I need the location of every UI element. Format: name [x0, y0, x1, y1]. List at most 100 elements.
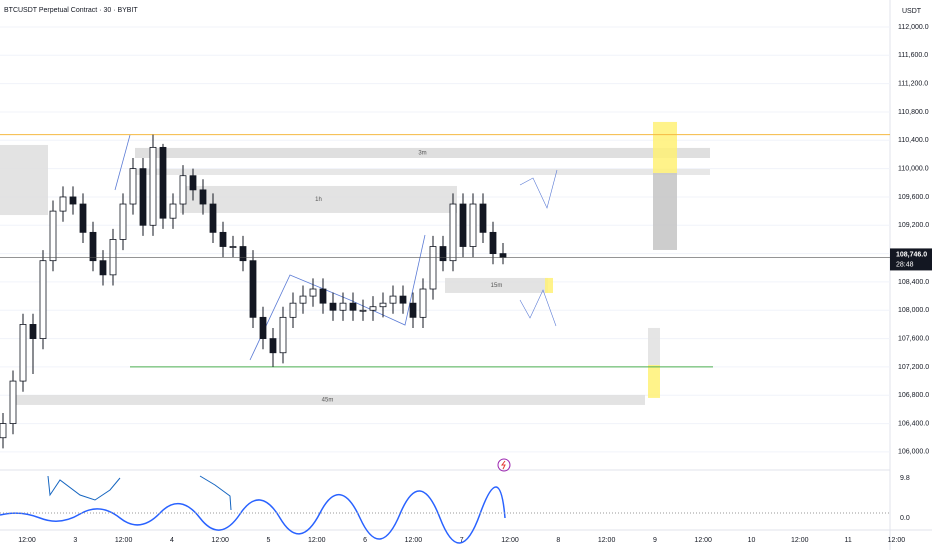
candle-body	[289, 302, 297, 318]
y-tick-label: 110,800.0	[898, 109, 929, 116]
candle-body	[499, 253, 507, 258]
indicator-label: 9.8	[900, 475, 910, 482]
candle-body	[49, 210, 57, 262]
zone-label: 45m	[322, 398, 334, 404]
candle-body	[9, 380, 17, 424]
zone	[653, 173, 677, 250]
x-tick-label: 12:00	[308, 537, 326, 544]
event-bolt	[501, 460, 506, 470]
y-tick-label: 107,200.0	[898, 364, 929, 371]
candle-body	[359, 309, 367, 312]
candle-body	[329, 302, 337, 311]
zone	[135, 147, 710, 158]
y-tick-label: 112,000.0	[898, 24, 929, 31]
candle-body	[29, 324, 37, 339]
candle-body	[309, 288, 317, 297]
candle-body	[209, 203, 217, 233]
zone	[10, 394, 645, 405]
zone	[648, 327, 660, 365]
candle-body	[269, 338, 277, 354]
zone	[135, 168, 710, 175]
candle-body	[469, 203, 477, 247]
candle-body	[19, 324, 27, 382]
candle-body	[219, 231, 227, 247]
y-tick-label: 108,000.0	[898, 307, 929, 314]
zone-label: 15m	[491, 283, 503, 289]
symbol-title: BTCUSDT Perpetual Contract · 30 · BYBIT	[4, 7, 138, 14]
zone	[653, 121, 677, 174]
y-tick-label: 111,600.0	[898, 52, 928, 59]
candle-body	[69, 196, 77, 205]
candle-body	[489, 231, 497, 255]
x-tick-label: 10	[748, 537, 756, 544]
projection-down	[519, 289, 557, 327]
zone	[180, 185, 457, 213]
x-tick-label: 11	[844, 537, 851, 544]
candle-body	[319, 288, 327, 304]
last-price-box	[890, 248, 932, 271]
candle-body	[399, 295, 407, 304]
last-price-label: 108,746.0	[896, 251, 927, 258]
candle-body	[59, 196, 67, 212]
candle-body	[419, 288, 427, 318]
zone-label: 3m	[418, 151, 426, 157]
candle-body	[139, 168, 147, 226]
candle-body	[189, 175, 197, 191]
candle-body	[129, 168, 137, 205]
candle-body	[99, 260, 107, 276]
zone	[648, 364, 660, 398]
candle-body	[259, 316, 267, 339]
x-tick-label: 12:00	[501, 537, 519, 544]
candle-body	[279, 316, 287, 354]
candle-body	[429, 246, 437, 290]
currency-label: USDT	[902, 8, 922, 15]
candle-body	[439, 246, 447, 262]
y-tick-label: 110,000.0	[898, 165, 929, 172]
candle-body	[379, 302, 387, 308]
y-tick-label: 107,600.0	[898, 335, 929, 342]
candle-body	[349, 302, 357, 311]
candle-body	[459, 203, 467, 247]
x-tick-label: 3	[73, 537, 77, 544]
candle-body	[369, 306, 377, 311]
x-tick-label: 4	[170, 537, 174, 544]
candle-body	[89, 231, 97, 262]
y-tick-label: 111,200.0	[898, 80, 928, 87]
candle-body	[149, 146, 157, 226]
candle-body	[159, 146, 167, 219]
candle-body	[409, 302, 417, 318]
countdown: 28:48	[896, 261, 914, 268]
candle-body	[79, 203, 87, 233]
y-tick-label: 109,200.0	[898, 222, 929, 229]
zone	[445, 277, 548, 293]
candle-body	[119, 203, 127, 240]
x-tick-label: 12:00	[598, 537, 616, 544]
x-tick-label: 6	[363, 537, 367, 544]
oscillator	[0, 486, 506, 544]
x-tick-label: 8	[556, 537, 560, 544]
y-tick-label: 106,800.0	[898, 392, 929, 399]
x-tick-label: 12:00	[888, 537, 906, 544]
candle-body	[479, 203, 487, 233]
plot: 3m 1h 15m 45m	[0, 26, 890, 453]
x-tick-label: 12:00	[791, 537, 809, 544]
event-icon[interactable]	[497, 458, 511, 472]
y-tick-label: 109,600.0	[898, 194, 929, 201]
y-tick-label: 106,000.0	[898, 449, 929, 456]
candle-body	[299, 295, 307, 304]
y-tick-label: 108,400.0	[898, 279, 929, 286]
x-tick-label: 5	[267, 537, 271, 544]
candle-body	[0, 423, 7, 439]
x-tick-label: 12:00	[211, 537, 229, 544]
y-tick-label: 106,400.0	[898, 420, 929, 427]
zone	[0, 144, 48, 216]
candle-body	[449, 203, 457, 262]
indicator-line	[47, 475, 232, 511]
candle-body	[169, 203, 177, 219]
x-tick-label: 12:00	[405, 537, 423, 544]
candle-body	[229, 246, 237, 248]
candle-body	[239, 246, 247, 262]
indicator-label: 0.0	[900, 515, 910, 522]
